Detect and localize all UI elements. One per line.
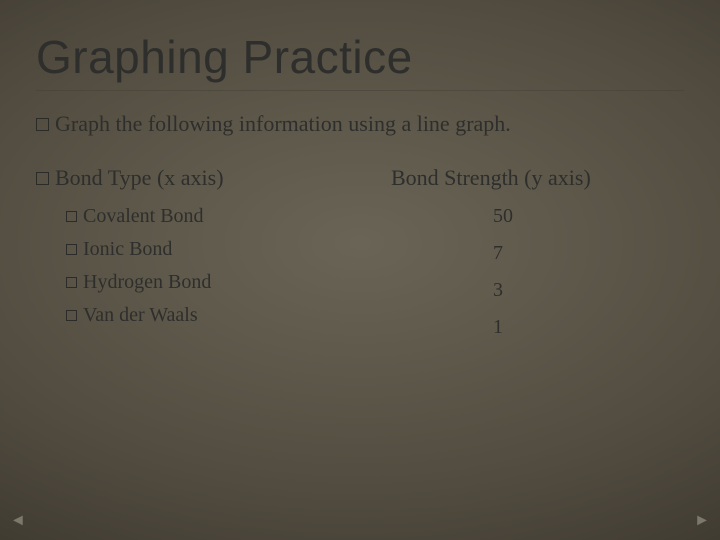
square-bullet-icon	[66, 211, 77, 222]
y-axis-header: Bond Strength (y axis)	[373, 165, 684, 191]
bond-type-label: Ionic Bond	[83, 238, 172, 261]
right-column: Bond Strength (y axis) 50 7 3 1	[373, 165, 684, 353]
square-bullet-icon	[66, 310, 77, 321]
bond-strength-value: 50	[493, 205, 684, 232]
bond-type-label: Van der Waals	[83, 304, 198, 327]
list-item: Hydrogen Bond	[66, 271, 373, 294]
x-axis-header: Bond Type (x axis)	[36, 165, 373, 191]
square-bullet-icon	[66, 277, 77, 288]
y-axis-header-text: Bond Strength (y axis)	[391, 165, 591, 191]
bond-type-label: Hydrogen Bond	[83, 271, 211, 294]
square-bullet-icon	[66, 244, 77, 255]
prev-slide-icon[interactable]: ◄	[10, 512, 26, 530]
bond-type-label: Covalent Bond	[83, 205, 204, 228]
bond-strength-value: 7	[493, 242, 684, 269]
bond-strength-list: 50 7 3 1	[373, 205, 684, 343]
slide: Graphing Practice Graph the following in…	[0, 0, 720, 540]
bond-strength-value: 1	[493, 316, 684, 343]
list-item: Ionic Bond	[66, 238, 373, 261]
list-item: Covalent Bond	[66, 205, 373, 228]
two-column-body: Bond Type (x axis) Covalent Bond Ionic B…	[36, 165, 684, 353]
instruction-line: Graph the following information using a …	[36, 111, 684, 137]
left-column: Bond Type (x axis) Covalent Bond Ionic B…	[36, 165, 373, 353]
bond-strength-value: 3	[493, 279, 684, 306]
x-axis-header-text: Bond Type (x axis)	[55, 165, 224, 191]
next-slide-icon[interactable]: ►	[694, 512, 710, 530]
bond-type-list: Covalent Bond Ionic Bond Hydrogen Bond V…	[36, 205, 373, 327]
list-item: Van der Waals	[66, 304, 373, 327]
instruction-text: Graph the following information using a …	[55, 111, 511, 137]
square-bullet-icon	[36, 172, 49, 185]
title-underline	[36, 90, 684, 91]
square-bullet-icon	[36, 118, 49, 131]
slide-title: Graphing Practice	[36, 30, 684, 84]
